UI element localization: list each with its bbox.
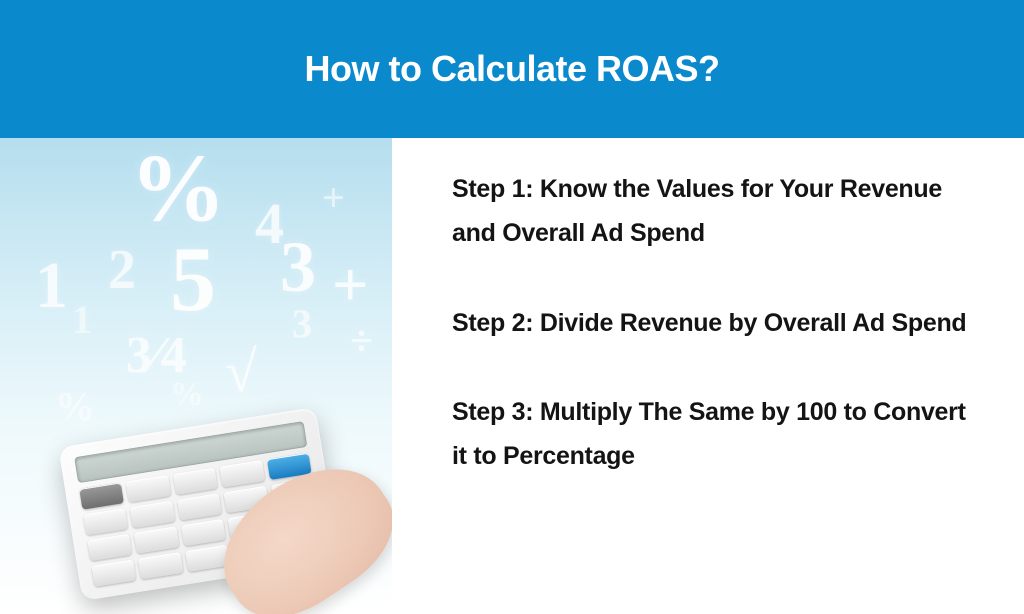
- math-symbol: ÷: [350, 318, 373, 366]
- math-symbol: 3: [292, 300, 312, 347]
- step-2: Step 2: Divide Revenue by Overall Ad Spe…: [452, 302, 976, 346]
- math-symbol: 2: [108, 238, 136, 302]
- steps-panel: Step 1: Know the Values for Your Revenue…: [392, 138, 1024, 614]
- math-symbol: %: [170, 376, 204, 414]
- illustration-panel: 1%2543+÷3⁄4√%1%+3: [0, 138, 392, 614]
- math-symbol: 1: [72, 296, 92, 343]
- math-symbol: 1: [35, 248, 68, 324]
- math-symbol: √: [225, 338, 257, 405]
- content-row: 1%2543+÷3⁄4√%1%+3 Step 1: Know the Value…: [0, 138, 1024, 614]
- math-symbol: 3: [280, 226, 316, 309]
- math-symbol: %: [55, 383, 95, 430]
- math-symbol: +: [332, 248, 368, 322]
- step-1: Step 1: Know the Values for Your Revenue…: [452, 168, 976, 256]
- header-banner: How to Calculate ROAS?: [0, 0, 1024, 138]
- step-3: Step 3: Multiply The Same by 100 to Conv…: [452, 391, 976, 479]
- page-title: How to Calculate ROAS?: [304, 48, 719, 90]
- math-symbol: +: [322, 174, 345, 221]
- math-symbol: 5: [170, 226, 216, 332]
